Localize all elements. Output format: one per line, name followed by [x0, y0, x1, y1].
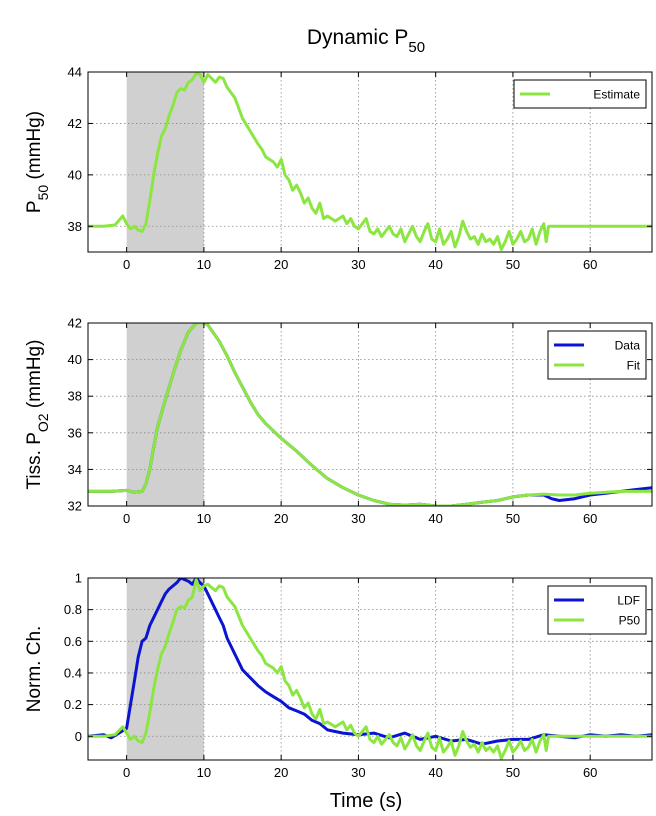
- legend-label-fit: Fit: [627, 359, 641, 373]
- y-tick-label: 0.2: [64, 697, 82, 712]
- legend-box: [547, 330, 647, 380]
- x-tick-label: 30: [351, 257, 365, 272]
- x-tick-label: 20: [274, 257, 288, 272]
- y-tick-label: 32: [68, 499, 82, 514]
- axes-frame: [87, 577, 653, 761]
- y-tick-label: 42: [68, 316, 82, 331]
- y-tick-label: 42: [68, 116, 82, 131]
- x-tick-label: 0: [123, 765, 130, 780]
- legend-label-data: Data: [615, 339, 641, 353]
- y-axis-label-tail: (mmHg): [24, 340, 45, 414]
- y-axis-label-main: Tiss. P: [24, 432, 45, 489]
- axes-frame: [87, 71, 653, 253]
- x-tick-label: 0: [123, 257, 130, 272]
- y-tick-label: 36: [68, 425, 82, 440]
- x-tick-label: 0: [123, 511, 130, 526]
- x-tick-label: 40: [428, 511, 442, 526]
- chart-panel-3: 0 10 20 30 40 50 60 0 0.2 0.4 0.6 0.8 1 Norm. Ch. LDF P…: [24, 571, 653, 780]
- y-axis-label-sub: 50: [35, 185, 51, 201]
- y-tick-label: 0.4: [64, 665, 82, 680]
- shaded-interval: [126, 323, 204, 506]
- x-tick-label: 10: [197, 765, 211, 780]
- x-tick-label: 50: [506, 257, 520, 272]
- legend-label-estimate: Estimate: [593, 88, 640, 102]
- y-axis-label-tail: (mmHg): [24, 111, 45, 185]
- legend-box: [547, 585, 647, 635]
- series-line-estimate: [88, 72, 652, 251]
- series-line-fit: [88, 323, 652, 506]
- y-tick-label: 0: [75, 729, 82, 744]
- x-tick-label: 60: [583, 765, 597, 780]
- x-tick-label: 30: [351, 511, 365, 526]
- y-tick-label: 0.6: [64, 634, 82, 649]
- y-tick-label: 38: [68, 389, 82, 404]
- y-tick-label: 40: [68, 167, 82, 182]
- y-axis-label: P50 (mmHg): [24, 111, 51, 213]
- x-axis-label: Time (s): [330, 790, 403, 812]
- x-tick-label: 60: [583, 511, 597, 526]
- y-axis-label-main: Norm. Ch.: [24, 626, 45, 713]
- y-tick-label: 1: [75, 571, 82, 586]
- y-tick-label: 0.8: [64, 602, 82, 617]
- x-tick-label: 50: [506, 765, 520, 780]
- x-tick-label: 10: [197, 511, 211, 526]
- shaded-interval: [126, 578, 204, 760]
- legend: Estimate: [513, 79, 647, 109]
- y-tick-label: 44: [68, 65, 82, 80]
- y-tick-label: 38: [68, 219, 82, 234]
- chart-panel-2: 0 10 20 30 40 50 60 32 34 36 38 40 42 Tiss. PO2 (mmHg…: [24, 316, 653, 526]
- axes-frame: [87, 322, 653, 507]
- y-axis-label: Norm. Ch.: [24, 626, 45, 713]
- x-tick-label: 40: [428, 257, 442, 272]
- x-tick-label: 30: [351, 765, 365, 780]
- x-tick-label: 20: [274, 511, 288, 526]
- x-tick-label: 20: [274, 765, 288, 780]
- shaded-interval: [126, 72, 204, 252]
- y-axis-label-main: P: [24, 200, 45, 213]
- y-tick-label: 34: [68, 462, 82, 477]
- legend-label-ldf: LDF: [617, 594, 640, 608]
- series-line-p50: [88, 578, 652, 760]
- x-tick-label: 50: [506, 511, 520, 526]
- y-axis-label-sub: O2: [35, 413, 51, 432]
- y-axis-label: Tiss. PO2 (mmHg): [24, 340, 51, 490]
- legend-label-p50: P50: [619, 614, 641, 628]
- series-line-ldf: [88, 578, 652, 746]
- x-tick-label: 40: [428, 765, 442, 780]
- figure-title: Dynamic P50: [307, 26, 425, 56]
- y-tick-label: 40: [68, 352, 82, 367]
- legend: LDF P50: [547, 585, 647, 635]
- x-tick-label: 10: [197, 257, 211, 272]
- legend: Data Fit: [547, 330, 647, 380]
- x-tick-label: 60: [583, 257, 597, 272]
